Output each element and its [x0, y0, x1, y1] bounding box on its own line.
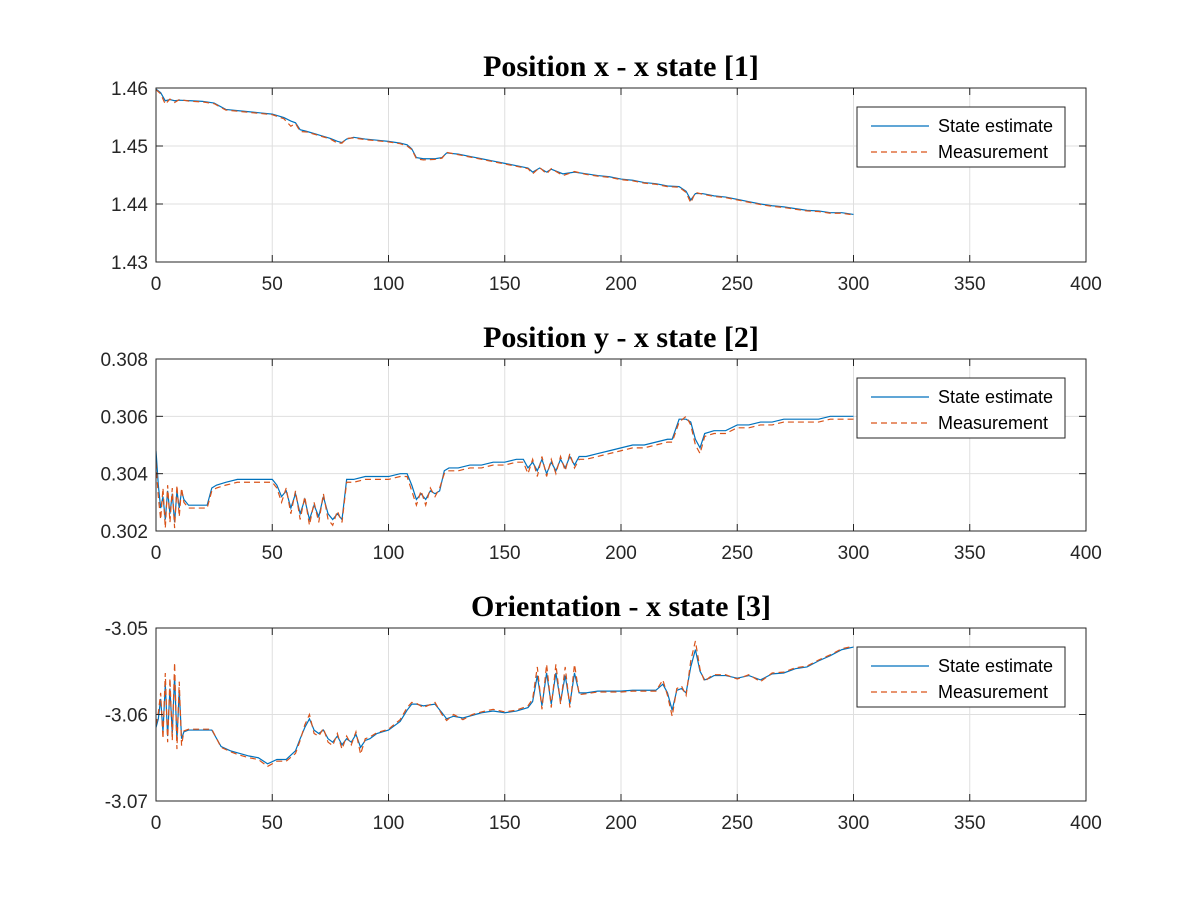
- x-tick-label: 100: [373, 543, 405, 564]
- x-tick-label: 350: [954, 543, 986, 564]
- y-tick-label: 1.43: [111, 253, 148, 274]
- x-tick-label: 300: [838, 543, 870, 564]
- y-tick-label: 0.306: [100, 407, 148, 428]
- chart-title: Orientation - x state [3]: [471, 590, 771, 623]
- x-tick-label: 0: [151, 813, 162, 834]
- y-tick-label: 0.308: [100, 350, 148, 371]
- y-tick-label: 0.302: [100, 522, 148, 543]
- x-tick-label: 0: [151, 543, 162, 564]
- x-tick-label: 50: [262, 813, 283, 834]
- legend: State estimate Measurement: [856, 377, 1066, 439]
- y-tick-label: -3.05: [105, 619, 148, 640]
- legend: State estimate Measurement: [856, 646, 1066, 708]
- x-tick-label: 50: [262, 543, 283, 564]
- x-tick-label: 250: [721, 543, 753, 564]
- legend-box: [856, 646, 1066, 708]
- x-tick-label: 0: [151, 274, 162, 295]
- x-tick-label: 100: [373, 813, 405, 834]
- y-tick-label: -3.07: [105, 792, 148, 813]
- legend-label: State estimate: [938, 656, 1053, 676]
- y-tick-label: 1.44: [111, 195, 148, 216]
- chart-title: Position x - x state [1]: [483, 50, 759, 83]
- legend-label: State estimate: [938, 387, 1053, 407]
- chart-panel-3: 0 50 100 150 200 250 300 350 400 -3.07 -3.06 -3.05 O…: [105, 590, 1102, 834]
- x-tick-label: 350: [954, 813, 986, 834]
- x-tick-label: 400: [1070, 543, 1102, 564]
- legend-box: [856, 106, 1066, 168]
- x-tick-label: 250: [721, 274, 753, 295]
- series-line-measurement: [156, 640, 854, 768]
- x-tick-label: 200: [605, 274, 637, 295]
- legend-label: State estimate: [938, 116, 1053, 136]
- y-tick-label: 1.45: [111, 137, 148, 158]
- legend-box: [856, 377, 1066, 439]
- series-line-measurement: [156, 89, 854, 216]
- x-tick-label: 300: [838, 813, 870, 834]
- x-tick-label: 250: [721, 813, 753, 834]
- y-tick-label: 0.304: [100, 465, 148, 486]
- x-tick-label: 50: [262, 274, 283, 295]
- x-tick-label: 150: [489, 274, 521, 295]
- x-tick-label: 350: [954, 274, 986, 295]
- x-tick-label: 200: [605, 543, 637, 564]
- chart-title: Position y - x state [2]: [483, 321, 759, 354]
- chart-panel-2: 0 50 100 150 200 250 300 350 400 0.302 0.304 0.306 0…: [100, 321, 1101, 564]
- x-tick-label: 100: [373, 274, 405, 295]
- x-tick-label: 400: [1070, 813, 1102, 834]
- legend-label: Measurement: [938, 142, 1048, 162]
- x-tick-label: 150: [489, 813, 521, 834]
- x-tick-label: 400: [1070, 274, 1102, 295]
- y-tick-label: 1.46: [111, 79, 148, 100]
- x-tick-label: 300: [838, 274, 870, 295]
- legend-label: Measurement: [938, 413, 1048, 433]
- series-line-measurement: [156, 415, 854, 529]
- legend: State estimate Measurement: [856, 106, 1066, 168]
- x-tick-label: 200: [605, 813, 637, 834]
- x-tick-label: 150: [489, 543, 521, 564]
- legend-label: Measurement: [938, 682, 1048, 702]
- series-line-state-estimate: [156, 415, 854, 523]
- chart-panel-1: 0 50 100 150 200 250 300 350 400 1.43 1.44 1.45 1.46…: [111, 50, 1102, 295]
- y-tick-label: -3.06: [105, 706, 148, 727]
